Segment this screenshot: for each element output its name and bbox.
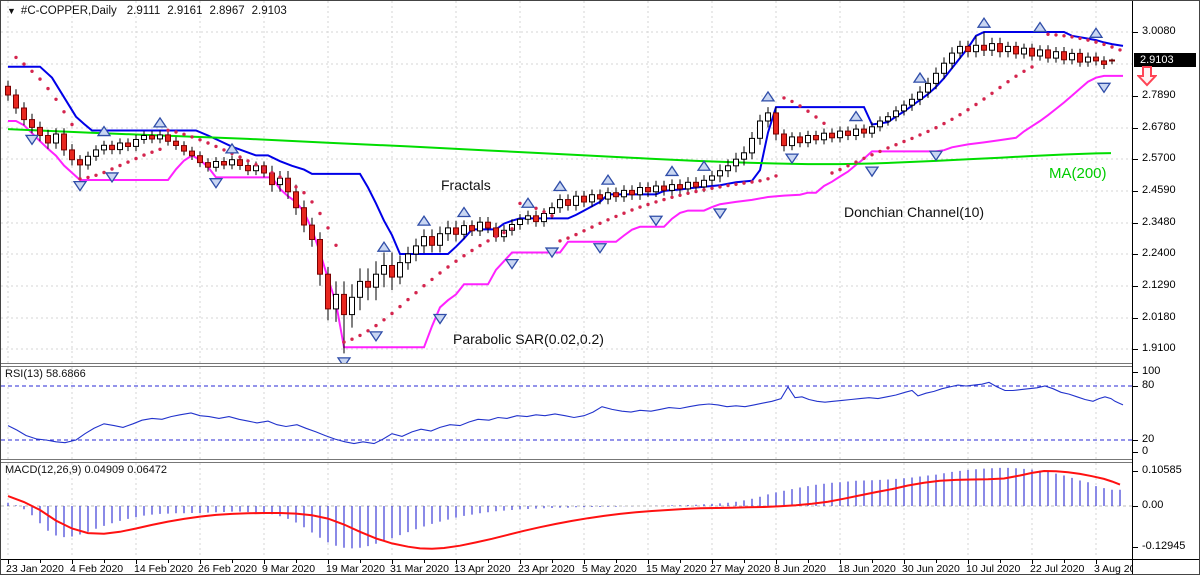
fractal-up-icon	[96, 125, 112, 137]
rsi-axis-label: 20	[1142, 433, 1155, 445]
sell-signal-arrow-icon	[1137, 65, 1157, 87]
fractal-up-icon	[912, 71, 928, 83]
date-axis-label: 9 Mar 2020	[262, 563, 316, 575]
fractal-up-icon	[848, 110, 864, 122]
fractal-down-icon	[1096, 82, 1112, 94]
date-axis-label: 3 Aug 2020	[1094, 563, 1148, 575]
fractal-up-icon	[456, 206, 472, 218]
date-axis-label: 13 Apr 2020	[454, 563, 511, 575]
fractal-up-icon	[552, 180, 568, 192]
fractal-down-icon	[72, 180, 88, 192]
date-axis-label: 23 Jan 2020	[6, 563, 64, 575]
date-axis-label: 31 Mar 2020	[390, 563, 449, 575]
fractal-down-icon	[648, 215, 664, 227]
fractal-down-icon	[712, 208, 728, 220]
price-axis-label: 2.4590	[1142, 184, 1176, 196]
date-axis-label: 5 May 2020	[582, 563, 637, 575]
fractal-down-icon	[592, 243, 608, 254]
macd-axis-label: 0.10585	[1142, 464, 1182, 476]
fractal-up-icon	[760, 90, 776, 102]
macd-panel[interactable]	[1, 463, 1132, 557]
date-axis-label: 30 Jun 2020	[902, 563, 960, 575]
axis-corner	[1132, 559, 1199, 574]
fractal-down-icon	[504, 258, 520, 270]
macd-axis-label: 0.00	[1142, 499, 1164, 511]
symbol-name: #C-COPPER,Daily	[20, 5, 117, 17]
ohlc-open: 2.9111	[126, 5, 161, 17]
date-axis-label: 27 May 2020	[710, 563, 771, 575]
price-axis-label: 2.7890	[1142, 89, 1176, 101]
ohlc-low: 2.8967	[209, 5, 245, 17]
ohlc-close: 2.9103	[251, 5, 287, 17]
date-axis-label: 8 Jun 2020	[774, 563, 826, 575]
fractal-down-icon	[864, 166, 880, 178]
donchian-lower-line	[8, 74, 1123, 349]
fractal-up-icon	[976, 17, 992, 28]
fractal-up-icon	[664, 165, 680, 177]
date-axis-label: 23 Apr 2020	[518, 563, 575, 575]
rsi-axis-label: 100	[1142, 365, 1161, 377]
fractal-down-icon	[336, 357, 352, 363]
date-axis-label: 14 Feb 2020	[134, 563, 193, 575]
fractal-down-icon	[368, 331, 384, 343]
date-axis-label: 10 Jul 2020	[966, 563, 1021, 575]
parabolic-sar-label: Parabolic SAR(0.02,0.2)	[453, 331, 604, 347]
symbol-dropdown-icon[interactable]: ▼	[7, 6, 16, 16]
macd-axis-label: -0.12945	[1142, 540, 1186, 552]
fractal-down-icon	[104, 172, 120, 184]
price-axis-label: 2.5700	[1142, 152, 1176, 164]
fractal-up-icon	[696, 160, 712, 171]
donchian-upper-line	[8, 31, 1124, 255]
fractal-up-icon	[600, 173, 616, 185]
date-axis-label: 18 Jun 2020	[838, 563, 896, 575]
fractal-down-icon	[432, 313, 448, 325]
fractal-down-icon	[928, 150, 944, 162]
date-axis-label: 4 Feb 2020	[70, 563, 124, 575]
price-axis-label: 2.6780	[1142, 121, 1176, 133]
fractal-up-icon	[224, 142, 240, 154]
price-axis-label: 2.3480	[1142, 216, 1176, 228]
panel-separator-1[interactable]	[1, 363, 1132, 367]
date-axis[interactable]: 23 Jan 2020 4 Feb 2020 14 Feb 2020 26 Feb 2…	[1, 559, 1147, 575]
panel-separator-2[interactable]	[1, 459, 1132, 463]
date-axis-label: 15 May 2020	[646, 563, 707, 575]
macd-indicator-label: MACD(12,26,9) 0.04909 0.06472	[5, 464, 168, 476]
price-axis[interactable]: 2.9103 3.0080 2.7890 2.6780 2.5700 2.4590 2.3…	[1132, 1, 1199, 559]
fractal-up-icon	[520, 197, 536, 208]
price-axis-label: 2.1290	[1142, 279, 1176, 291]
price-axis-label: 2.0180	[1142, 311, 1176, 323]
rsi-panel[interactable]	[1, 367, 1132, 459]
fractal-down-icon	[24, 134, 40, 146]
fractal-down-icon	[544, 247, 560, 259]
symbol-title: ▼ #C-COPPER,Daily 2.9111 2.9161 2.8967 2.9103	[7, 5, 294, 17]
date-axis-label: 26 Feb 2020	[198, 563, 257, 575]
price-axis-label: 1.9100	[1142, 342, 1176, 354]
macd-signal-line	[7, 469, 1121, 550]
donchian-channel-label: Donchian Channel(10)	[844, 204, 985, 220]
current-price-badge: 2.9103	[1134, 53, 1196, 67]
fractal-up-icon	[1088, 27, 1104, 38]
date-axis-label: 22 Jul 2020	[1030, 563, 1085, 575]
ohlc-high: 2.9161	[167, 5, 203, 17]
fractals-label: Fractals	[441, 177, 491, 193]
price-axis-label: 3.0080	[1142, 25, 1176, 37]
ma200-label: MA(200)	[1049, 165, 1107, 182]
fractal-down-icon	[784, 153, 800, 165]
fractal-up-icon	[376, 241, 392, 252]
date-axis-label: 19 Mar 2020	[326, 563, 385, 575]
fractal-up-icon	[1032, 21, 1048, 33]
fractal-up-icon	[152, 116, 168, 128]
price-axis-label: 2.2400	[1142, 247, 1176, 259]
ma200-line	[7, 128, 1112, 166]
rsi-axis-label: 0	[1142, 445, 1149, 457]
fractal-up-icon	[416, 214, 432, 226]
rsi-axis-label: 80	[1142, 379, 1155, 391]
rsi-line	[7, 381, 1124, 445]
rsi-indicator-label: RSI(13) 58.6866	[5, 368, 86, 380]
fractal-down-icon	[208, 178, 224, 189]
main-chart-panel[interactable]	[1, 1, 1132, 363]
